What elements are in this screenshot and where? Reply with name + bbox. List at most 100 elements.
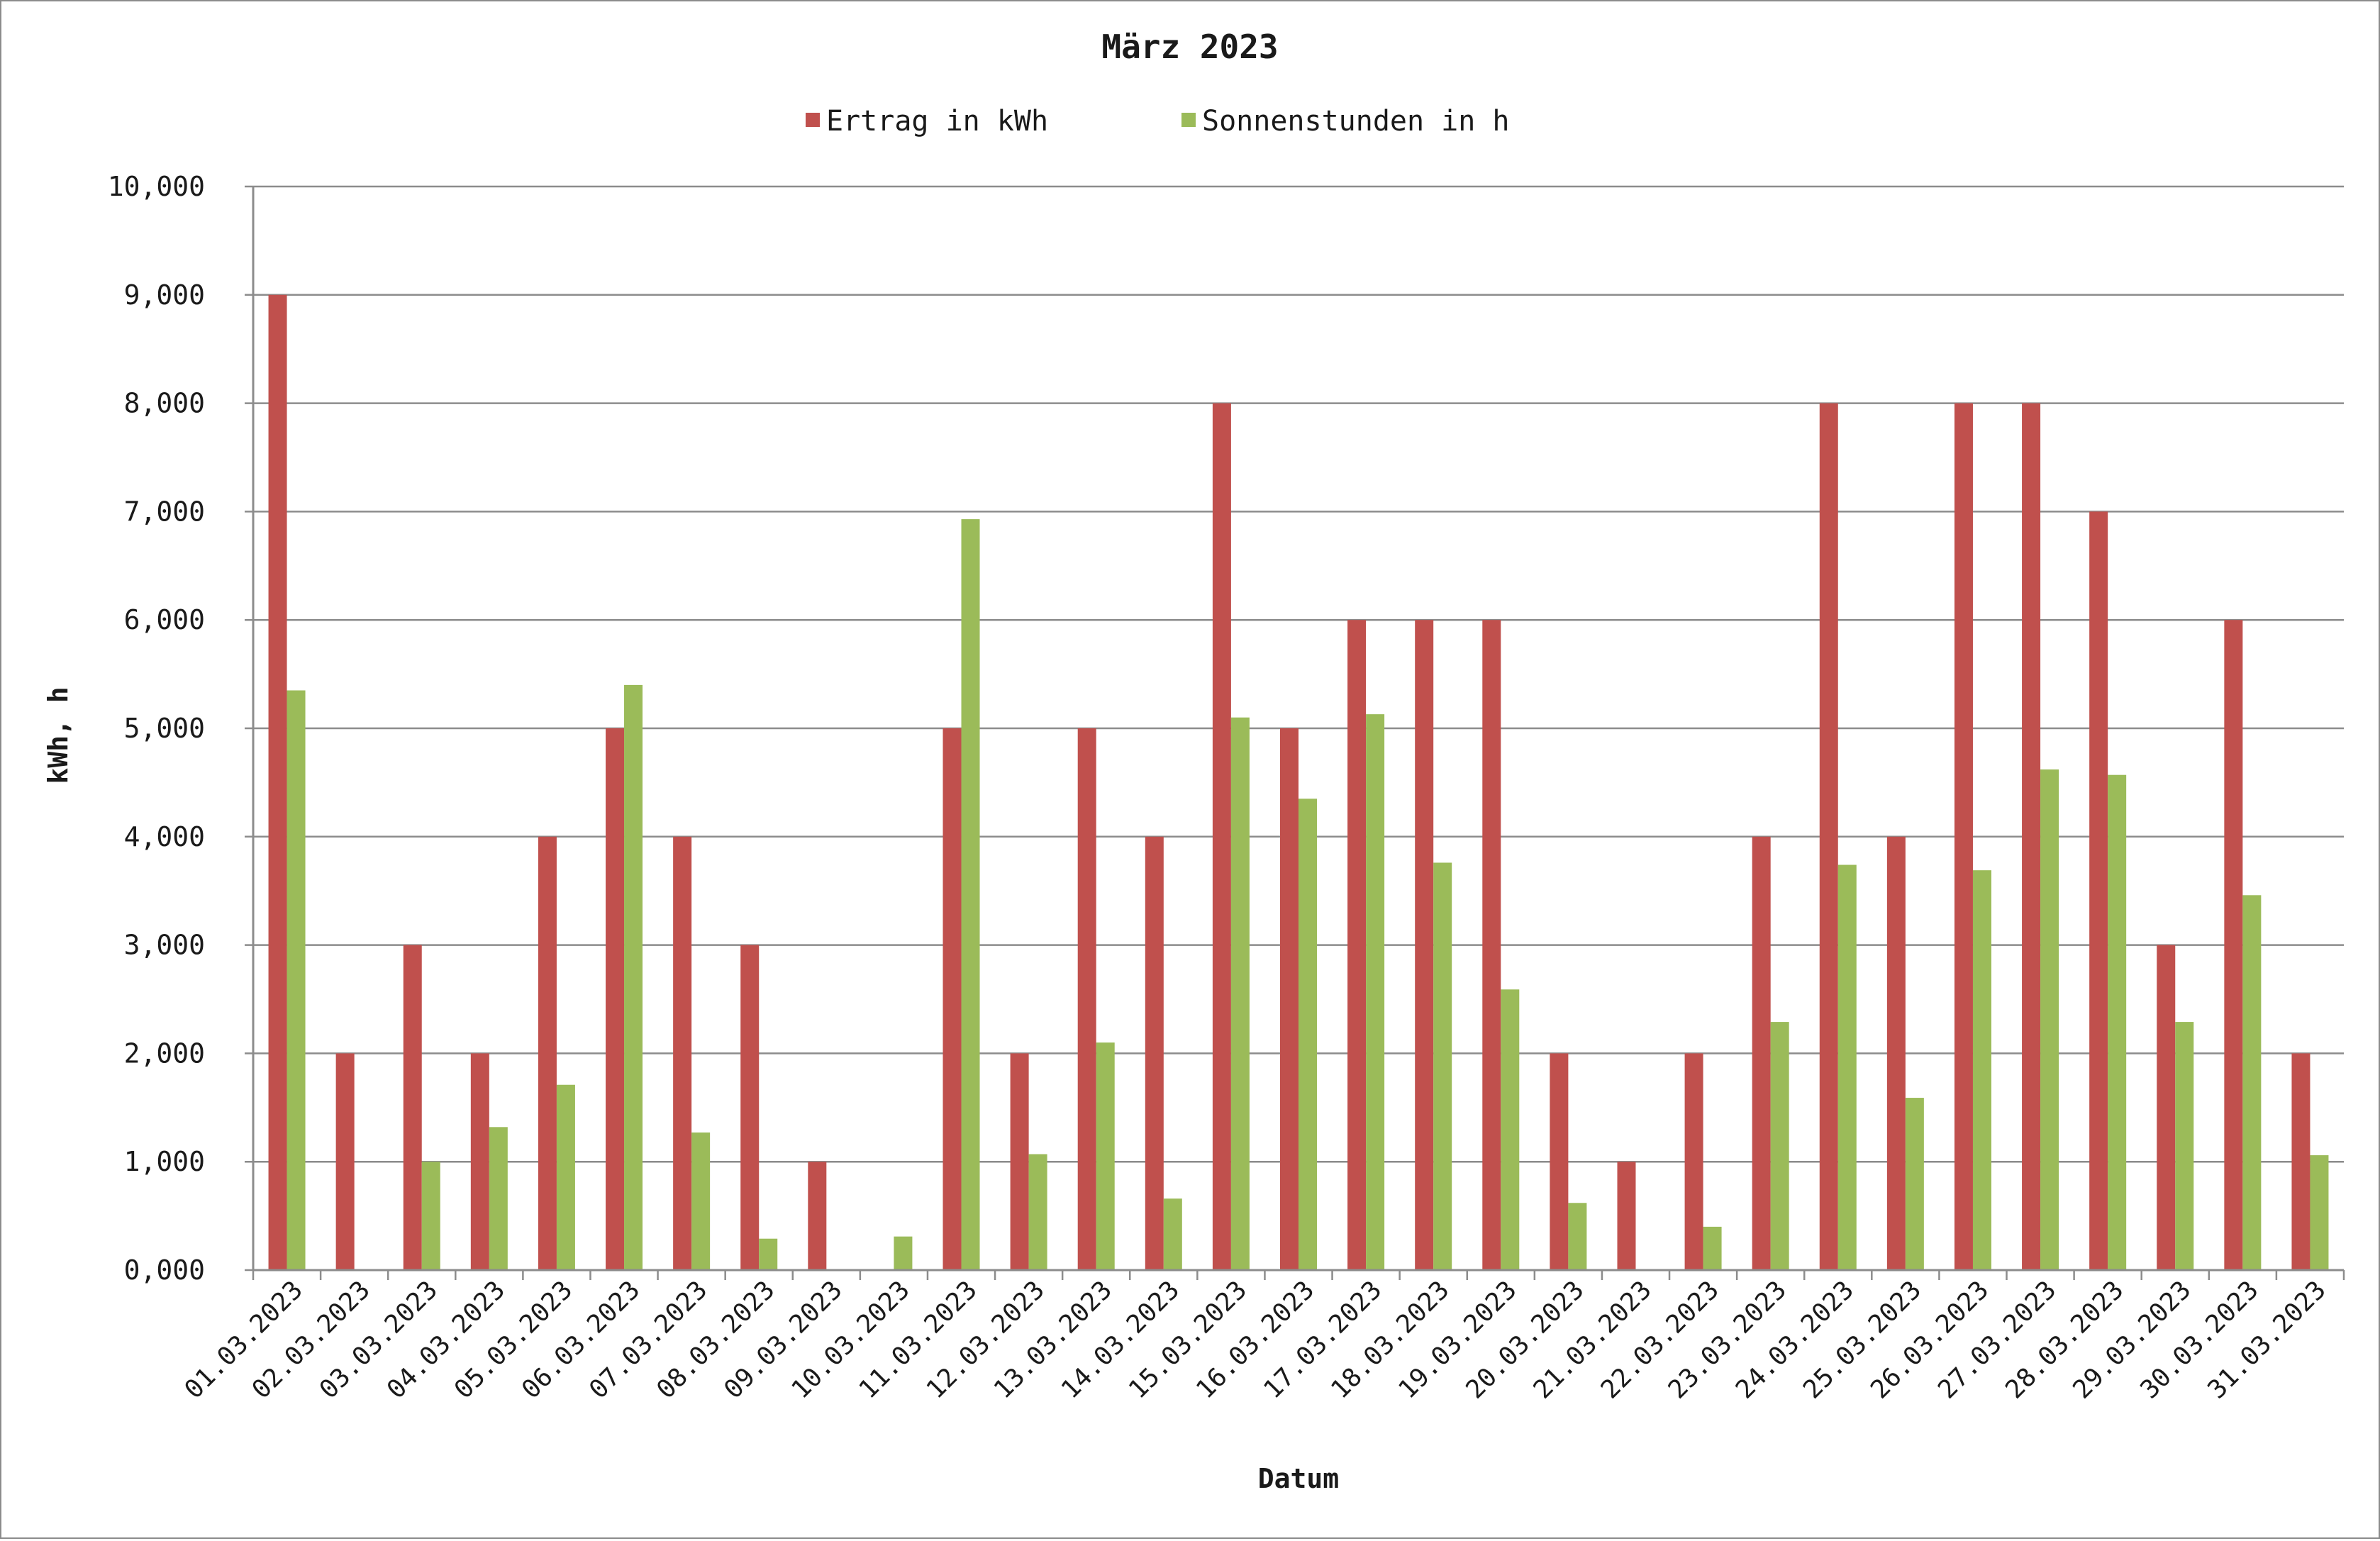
x-tick-label: 08.03.2023 (651, 1275, 780, 1404)
x-tick-label: 29.03.2023 (2067, 1275, 2196, 1404)
bar-sonnenstunden-in-h-22 (1703, 1226, 1722, 1270)
y-tick-label: 10,000 (108, 171, 205, 202)
bar-sonnenstunden-in-h-26 (1972, 870, 1991, 1270)
bar-sonnenstunden-in-h-31 (2310, 1155, 2329, 1270)
bar-ertrag-in-kwh-23 (1752, 836, 1771, 1270)
bar-ertrag-in-kwh-26 (1954, 403, 1973, 1270)
bar-sonnenstunden-in-h-24 (1837, 864, 1857, 1270)
x-tick-label: 22.03.2023 (1596, 1275, 1725, 1404)
bar-ertrag-in-kwh-16 (1280, 728, 1299, 1270)
bar-ertrag-in-kwh-18 (1415, 620, 1434, 1270)
bar-sonnenstunden-in-h-3 (421, 1162, 440, 1270)
x-tick-label: 17.03.2023 (1258, 1275, 1387, 1404)
legend-label-sonnenstunden: Sonnenstunden in h (1202, 105, 1509, 138)
x-axis-ticks: 01.03.202302.03.202303.03.202304.03.2023… (179, 1275, 2332, 1404)
bar-ertrag-in-kwh-31 (2291, 1053, 2311, 1270)
bar-sonnenstunden-in-h-11 (961, 519, 980, 1271)
bar-ertrag-in-kwh-15 (1212, 403, 1231, 1270)
bar-ertrag-in-kwh-25 (1886, 836, 1906, 1270)
x-tick-label: 02.03.2023 (247, 1275, 376, 1404)
bar-ertrag-in-kwh-7 (673, 836, 692, 1270)
bar-ertrag-in-kwh-8 (740, 945, 760, 1270)
bar-sonnenstunden-in-h-7 (691, 1132, 711, 1270)
x-tick-label: 15.03.2023 (1123, 1275, 1252, 1404)
bar-ertrag-in-kwh-17 (1347, 620, 1367, 1270)
bar-ertrag-in-kwh-24 (1819, 403, 1838, 1270)
x-axis (252, 187, 2345, 1280)
bar-ertrag-in-kwh-3 (403, 945, 422, 1270)
bar-ertrag-in-kwh-29 (2157, 945, 2176, 1270)
chart-title: März 2023 (1101, 28, 1278, 66)
y-tick-label: 1,000 (124, 1146, 205, 1177)
x-tick-label: 05.03.2023 (449, 1275, 578, 1404)
y-tick-label: 6,000 (124, 604, 205, 635)
y-axis-title: kWh, h (43, 686, 74, 784)
x-axis-title: Datum (1258, 1463, 1339, 1494)
x-tick-label: 20.03.2023 (1460, 1275, 1589, 1404)
bar-sonnenstunden-in-h-17 (1366, 714, 1385, 1270)
legend: Ertrag in kWh Sonnenstunden in h (806, 105, 1509, 138)
bar-sonnenstunden-in-h-23 (1770, 1022, 1789, 1270)
x-tick-label: 10.03.2023 (786, 1275, 916, 1404)
bar-sonnenstunden-in-h-12 (1028, 1154, 1047, 1270)
bar-ertrag-in-kwh-20 (1550, 1053, 1569, 1270)
legend-swatch-sonnenstunden (1181, 113, 1196, 127)
bar-ertrag-in-kwh-28 (2089, 511, 2108, 1270)
bar-ertrag-in-kwh-19 (1482, 620, 1501, 1270)
bar-sonnenstunden-in-h-8 (759, 1238, 778, 1270)
bar-ertrag-in-kwh-14 (1145, 836, 1164, 1270)
x-tick-label: 16.03.2023 (1191, 1275, 1320, 1404)
y-tick-label: 4,000 (124, 821, 205, 852)
bar-sonnenstunden-in-h-6 (624, 684, 643, 1270)
bar-sonnenstunden-in-h-5 (556, 1084, 575, 1270)
bar-ertrag-in-kwh-1 (268, 294, 287, 1270)
bar-sonnenstunden-in-h-10 (894, 1236, 913, 1270)
bar-ertrag-in-kwh-9 (808, 1162, 827, 1270)
x-tick-label: 24.03.2023 (1730, 1275, 1859, 1404)
x-tick-label: 27.03.2023 (1933, 1275, 2062, 1404)
bar-sonnenstunden-in-h-4 (489, 1127, 508, 1270)
bar-sonnenstunden-in-h-27 (2040, 769, 2059, 1270)
bar-sonnenstunden-in-h-19 (1501, 989, 1520, 1270)
bar-ertrag-in-kwh-13 (1077, 728, 1096, 1270)
bar-sonnenstunden-in-h-20 (1568, 1203, 1587, 1270)
bar-sonnenstunden-in-h-25 (1905, 1098, 1924, 1270)
x-tick-label: 12.03.2023 (921, 1275, 1050, 1404)
y-tick-label: 8,000 (124, 388, 205, 419)
x-tick-label: 11.03.2023 (854, 1275, 983, 1404)
x-tick-label: 01.03.2023 (179, 1275, 308, 1404)
bar-sonnenstunden-in-h-15 (1230, 717, 1250, 1270)
x-tick-label: 28.03.2023 (2000, 1275, 2129, 1404)
bars (268, 294, 2329, 1271)
x-tick-label: 23.03.2023 (1663, 1275, 1792, 1404)
x-tick-label: 30.03.2023 (2135, 1275, 2264, 1404)
x-tick-label: 26.03.2023 (1865, 1275, 1994, 1404)
bar-sonnenstunden-in-h-1 (287, 690, 306, 1270)
x-tick-label: 14.03.2023 (1056, 1275, 1185, 1404)
y-tick-label: 3,000 (124, 930, 205, 961)
bar-sonnenstunden-in-h-18 (1433, 862, 1452, 1270)
x-tick-label: 25.03.2023 (1798, 1275, 1927, 1404)
bar-ertrag-in-kwh-5 (538, 836, 557, 1270)
y-tick-label: 5,000 (124, 713, 205, 744)
bar-sonnenstunden-in-h-16 (1299, 799, 1317, 1270)
legend-label-ertrag: Ertrag in kWh (826, 105, 1048, 138)
y-tick-label: 9,000 (124, 279, 205, 311)
bar-ertrag-in-kwh-22 (1684, 1053, 1703, 1270)
bar-ertrag-in-kwh-21 (1617, 1162, 1636, 1270)
y-axis-ticks: 0,000 1,000 2,000 3,000 4,000 5,000 6,000 7,000… (108, 171, 205, 1286)
bar-sonnenstunden-in-h-30 (2242, 895, 2262, 1270)
y-tick-label: 2,000 (124, 1037, 205, 1069)
x-tick-label: 07.03.2023 (584, 1275, 713, 1404)
bar-sonnenstunden-in-h-28 (2108, 774, 2127, 1270)
bar-sonnenstunden-in-h-13 (1096, 1042, 1115, 1270)
bar-ertrag-in-kwh-12 (1010, 1053, 1029, 1270)
bar-ertrag-in-kwh-30 (2224, 620, 2243, 1270)
y-tick-label: 0,000 (124, 1255, 205, 1286)
x-tick-label: 19.03.2023 (1393, 1275, 1522, 1404)
bar-ertrag-in-kwh-6 (606, 728, 625, 1270)
bar-sonnenstunden-in-h-29 (2175, 1022, 2194, 1270)
x-tick-label: 04.03.2023 (382, 1275, 511, 1404)
